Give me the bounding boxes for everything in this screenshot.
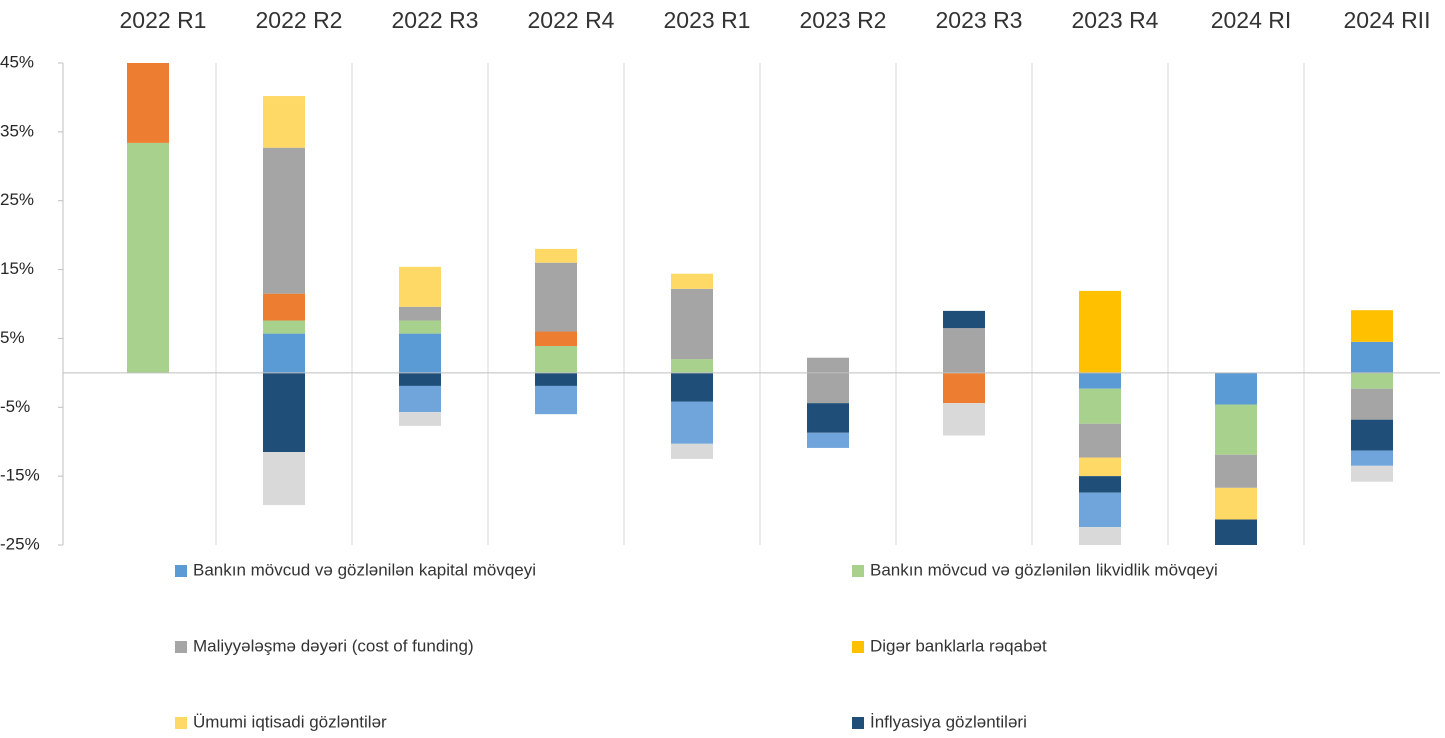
- bar-segment: [399, 385, 441, 413]
- bar-segment: [1215, 487, 1257, 520]
- y-tick-label: -5%: [0, 397, 30, 416]
- y-tick-label: 25%: [0, 190, 34, 209]
- bar-segment: [1079, 527, 1121, 545]
- legend-swatch: [175, 641, 187, 653]
- y-tick-label: 45%: [0, 52, 34, 71]
- bar-segment: [535, 385, 577, 415]
- bar-segment: [671, 443, 713, 459]
- legend-label: Maliyyələşmə dəyəri (cost of funding): [193, 636, 474, 655]
- bar-segment: [399, 333, 441, 373]
- bar-segment: [263, 293, 305, 321]
- bar-segment: [1351, 341, 1393, 373]
- bar-segment: [943, 372, 985, 404]
- bar-segment: [1079, 476, 1121, 493]
- bar-segment: [535, 331, 577, 347]
- bar-segment: [127, 142, 169, 373]
- bar-segment: [1079, 290, 1121, 373]
- bar-segment: [671, 372, 713, 402]
- y-tick-label: 15%: [0, 259, 34, 278]
- bar-segment: [535, 248, 577, 263]
- bar-segment: [263, 452, 305, 506]
- legend-label: Bankın mövcud və gözlənilən likvidlik mö…: [870, 560, 1218, 579]
- bar-segment: [1079, 372, 1121, 389]
- bar-segment: [263, 320, 305, 334]
- bar-segment: [535, 262, 577, 332]
- bar-segment: [399, 372, 441, 386]
- y-tick-label: -25%: [0, 534, 40, 553]
- bar-segment: [127, 63, 169, 143]
- bar-segment: [807, 372, 849, 404]
- bar-segment: [1351, 419, 1393, 451]
- bar-segment: [1079, 492, 1121, 528]
- bar-segment: [263, 333, 305, 373]
- legend-swatch: [175, 565, 187, 577]
- legend-swatch: [175, 717, 187, 729]
- bar-segment: [1351, 310, 1393, 342]
- category-label: 2023 R3: [936, 7, 1023, 33]
- y-tick-label: 5%: [0, 328, 25, 347]
- bar-segment: [1351, 388, 1393, 420]
- bar-segment: [1079, 457, 1121, 477]
- category-label: 2024 RI: [1211, 7, 1292, 33]
- bar-segment: [263, 147, 305, 294]
- bar-segment: [671, 288, 713, 360]
- y-tick-label: 35%: [0, 121, 34, 140]
- bar-segment: [1079, 388, 1121, 424]
- bar-segment: [1351, 450, 1393, 466]
- bar-segment: [1215, 519, 1257, 545]
- bar-segment: [807, 432, 849, 448]
- bar-segment: [263, 96, 305, 148]
- legend-swatch: [852, 565, 864, 577]
- legend-label: Bankın mövcud və gözlənilən kapital mövq…: [193, 560, 536, 579]
- bar-segment: [1215, 454, 1257, 488]
- category-label: 2022 R1: [120, 7, 207, 33]
- legend-label: İnflyasiya gözləntiləri: [870, 712, 1027, 731]
- bar-segment: [807, 357, 849, 373]
- bar-segment: [399, 306, 441, 321]
- category-label: 2024 RII: [1344, 7, 1431, 33]
- bar-segment: [399, 266, 441, 307]
- category-label: 2022 R2: [256, 7, 343, 33]
- category-label: 2022 R4: [528, 7, 615, 33]
- category-label: 2023 R4: [1072, 7, 1159, 33]
- bar-segment: [1351, 465, 1393, 482]
- legend-label: Ümumi iqtisadi gözləntilər: [193, 712, 387, 731]
- bar-segment: [671, 273, 713, 289]
- category-label: 2023 R1: [664, 7, 751, 33]
- bar-segment: [943, 310, 985, 329]
- legend-label: Digər banklarla rəqabət: [870, 636, 1047, 655]
- bar-segment: [535, 372, 577, 386]
- bar-segment: [671, 401, 713, 444]
- y-tick-label: -15%: [0, 466, 40, 485]
- bar-segment: [263, 372, 305, 453]
- legend-swatch: [852, 717, 864, 729]
- bar-segment: [671, 359, 713, 373]
- bar-segment: [1215, 372, 1257, 405]
- bar-segment: [943, 403, 985, 436]
- bar-segment: [399, 320, 441, 334]
- category-label: 2023 R2: [800, 7, 887, 33]
- bar-segment: [807, 403, 849, 433]
- bar-segment: [399, 412, 441, 426]
- bar-segment: [1079, 423, 1121, 458]
- bar-segment: [1351, 372, 1393, 389]
- bar-segment: [1215, 404, 1257, 455]
- bar-segment: [535, 346, 577, 373]
- legend-swatch: [852, 641, 864, 653]
- category-label: 2022 R3: [392, 7, 479, 33]
- bar-segment: [943, 328, 985, 373]
